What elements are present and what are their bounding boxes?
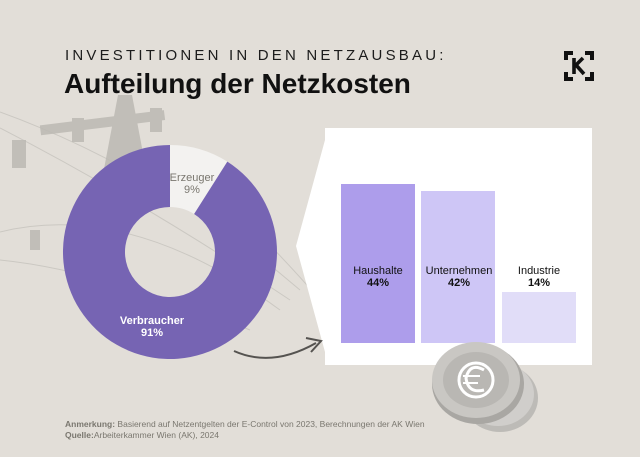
donut-slice-erzeuger [170, 145, 228, 215]
footnote-source-text: Arbeiterkammer Wien (AK), 2024 [93, 430, 219, 440]
bar-unternehmen [421, 191, 495, 343]
bar-category-haushalte: Haushalte [353, 265, 403, 277]
donut-category-erzeuger: Erzeuger [169, 172, 215, 184]
bar-category-unternehmen: Unternehmen [425, 265, 493, 277]
footnote-note-text: Basierend auf Netzentgelten der E-Contro… [115, 419, 425, 429]
footnote-source: Quelle:Arbeiterkammer Wien (AK), 2024 [65, 430, 219, 440]
footnote-note: Anmerkung: Basierend auf Netzentgelten d… [65, 419, 425, 429]
bar-value-unternehmen: 42% [447, 277, 471, 289]
donut-value-erzeuger: 9% [184, 184, 200, 196]
bar-haushalte [341, 184, 415, 343]
donut-slice-verbraucher [62, 145, 277, 359]
bar-industrie [502, 292, 576, 343]
donut-label-erzeuger: Erzeuger 9% [162, 172, 222, 196]
bar-category-industrie: Industrie [517, 265, 561, 277]
chart-kicker: INVESTITIONEN IN DEN NETZAUSBAU: [65, 47, 447, 64]
ak-logo-icon [564, 51, 594, 81]
bar-label-haushalte: Haushalte 44% [341, 265, 415, 289]
footnote-note-label: Anmerkung: [65, 419, 116, 429]
bar-value-industrie: 14% [527, 277, 551, 289]
donut-value-verbraucher: 91% [140, 327, 164, 339]
bar-label-industrie: Industrie 14% [502, 265, 576, 289]
donut-label-verbraucher: Verbraucher 91% [110, 315, 194, 339]
footnote-source-label: Quelle: [65, 430, 94, 440]
bar-label-unternehmen: Unternehmen 42% [421, 265, 497, 289]
chart-title: Aufteilung der Netzkosten [64, 68, 411, 99]
donut-category-verbraucher: Verbraucher [119, 315, 185, 327]
bar-value-haushalte: 44% [366, 277, 390, 289]
